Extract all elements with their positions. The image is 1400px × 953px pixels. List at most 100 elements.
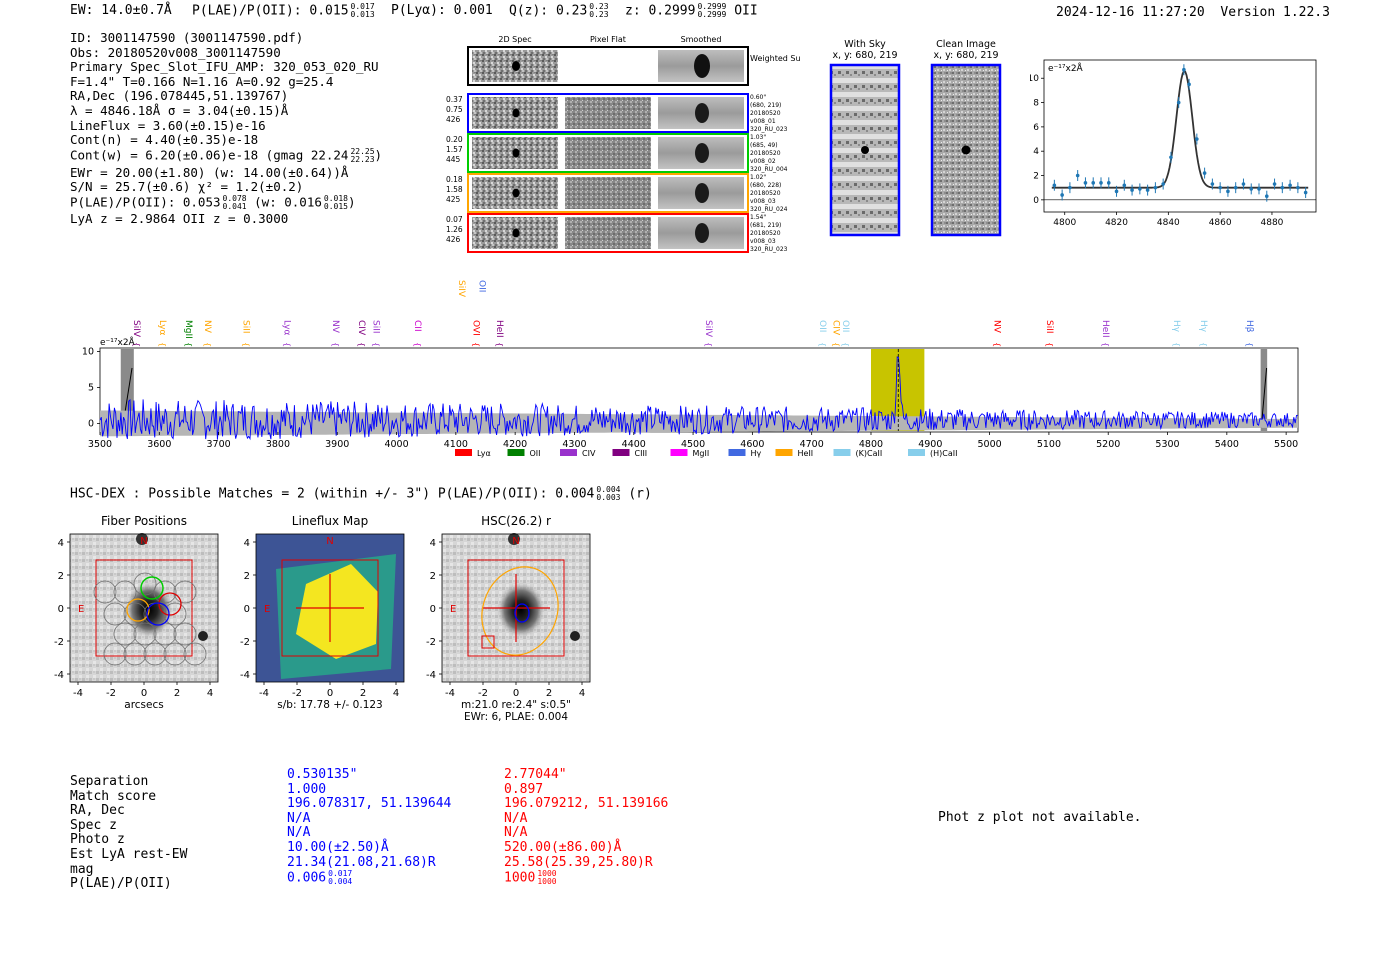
hsc-x-tick-label: 2	[360, 688, 366, 699]
spectral-line-label: Lyα	[157, 320, 167, 336]
spectrum-mask-right	[1260, 349, 1268, 431]
hsc-panel: HSC(26.2) r N E -4 -4 -2 -2 0 0 2 2 4 4 m:21.0 re:2.4…	[426, 514, 591, 723]
hsc-x-tick-label: -4	[259, 688, 269, 699]
spectrum-x-tick-label: 4400	[622, 439, 646, 450]
spectral-line-label: Hγ	[1171, 320, 1181, 333]
zoom-data-point	[1303, 190, 1308, 195]
header-qz-text: Q(z): 0.23	[509, 3, 588, 19]
spectrum-legend-label: OII	[530, 449, 541, 458]
hsc-x-tick-label: -4	[445, 688, 455, 699]
match-1-value-hi: 0.017	[328, 869, 353, 879]
hsc-east-label: E	[78, 604, 84, 615]
spectral-line-bracket: {	[1245, 342, 1254, 347]
hsc-x-tick-label: 2	[174, 688, 180, 699]
zoom-data-point	[1106, 181, 1111, 185]
hsc-north-label: N	[512, 536, 519, 547]
hsc-x-tick-label: 2	[546, 688, 552, 699]
info-plae: P(LAE)/P(OII): 0.053 0.078 0.041 (w: 0.016…	[70, 194, 382, 212]
hsc-y-tick-label: 4	[58, 538, 64, 549]
zoom-data-point	[1272, 182, 1277, 186]
info-plae-w-suffix: )	[347, 194, 356, 210]
info-obs: Obs: 20180520v008_3001147590	[70, 44, 281, 60]
hsc-search-box	[467, 559, 565, 657]
spectrum-legend-label: Lyα	[477, 449, 491, 458]
spectral-line-bracket: {	[992, 342, 1001, 347]
cutout-2d-source	[512, 148, 520, 158]
spectral-line-bracket: {	[1045, 342, 1054, 347]
spectral-line-label: Hβ	[1244, 320, 1254, 333]
fiber-circle-green	[140, 576, 164, 600]
spectrum-unit-label: e⁻¹⁷x2Å	[100, 336, 136, 348]
cutout-row-value: 426	[446, 115, 461, 124]
hsc-panel-caption-2: EWr: 6, PLAE: 0.004	[464, 711, 568, 723]
hsc-neighbor-star	[508, 533, 520, 545]
header-plae: P(LAE)/P(OII): 0.015 0.017 0.013	[192, 3, 375, 19]
spectral-line-label: OVI	[471, 320, 481, 336]
fiber-circle	[123, 602, 147, 626]
fiber-circle	[163, 602, 187, 626]
zoom-data-point	[1182, 67, 1186, 72]
zoom-data-point	[1145, 188, 1150, 192]
zoom-line-fit-chart: e⁻¹⁷x2Å 4800 4820 4840 4860 4880 0 2 4 6 8 10	[1030, 59, 1317, 228]
hsc-y-tick-label: 0	[430, 604, 436, 615]
spectral-line-label: NV	[202, 320, 212, 334]
hsc-x-tick-label: 0	[141, 688, 147, 699]
spectrum-legend-label: CIV	[582, 449, 596, 458]
match-2-value-hi: 1000	[537, 869, 557, 879]
cutout-row-note: 320_RU_024	[750, 206, 788, 213]
hsc-y-tick-label: 0	[244, 604, 250, 615]
spectrum-legend-swatch	[560, 449, 577, 456]
hsc-x-tick-label: -2	[292, 688, 302, 699]
match-2-value: N/A	[504, 825, 528, 841]
zoom-data-point	[1210, 182, 1215, 186]
match-table-label: P(LAE)/P(OII)	[70, 876, 172, 892]
zoom-data-point	[1099, 181, 1103, 185]
info-contw-lo: 22.23	[350, 154, 375, 164]
match-2-value: 25.58(25.39,25.80)R	[504, 854, 653, 870]
with-sky-stamp	[829, 63, 901, 237]
weighted-sum-label: Weighted Sum	[750, 54, 800, 63]
clean-image-stamp	[930, 63, 1002, 237]
spectrum-x-tick-label: 5400	[1215, 439, 1239, 450]
zoom-x-tick-label: 4840	[1157, 218, 1180, 228]
match-1-value-bounds: 0.017 0.004	[328, 870, 352, 886]
zoom-data-point	[1060, 193, 1064, 197]
header-version-text: Version 1.22.3	[1220, 5, 1330, 20]
cutout-row-value: 425	[446, 195, 461, 204]
cutout-2d-source	[512, 228, 520, 238]
match-1-value: N/A	[287, 810, 311, 826]
zoom-y-tick-label: 2	[1033, 172, 1039, 182]
info-plae-w-text: (w: 0.016	[254, 194, 322, 210]
spectral-line-bracket: {	[472, 342, 481, 347]
spectrum-legend-swatch	[775, 449, 793, 456]
spectral-line-label: SiIV	[131, 320, 141, 338]
hsc-x-tick-label: 4	[207, 688, 213, 699]
spectrum-x-tick-label: 4500	[681, 439, 705, 450]
hsc-x-tick-label: -4	[73, 688, 83, 699]
fiber-circle	[103, 602, 127, 626]
hsc-x-tick-label: 4	[393, 688, 399, 699]
spectrum-legend-swatch	[507, 449, 525, 456]
spectrum-legend-swatch	[612, 449, 630, 456]
spectral-line-bracket: {	[357, 342, 366, 347]
spectral-line-label: Lyα	[282, 320, 292, 336]
col-flat-label: Pixel Flat	[590, 35, 626, 44]
spectral-line-bracket: {	[132, 342, 141, 347]
info-lineflux: LineFlux = 3.60(±0.15)e-16	[70, 117, 266, 133]
header-plae-lo: 0.013	[350, 10, 375, 19]
header-z-line: OII	[734, 3, 758, 19]
header-qz-bounds: 0.23 0.23	[589, 3, 608, 19]
spectral-line-label: NV	[991, 320, 1001, 334]
info-contn: Cont(n) = 4.40(±0.35)e-18	[70, 132, 259, 148]
zoom-data-point	[1161, 182, 1165, 186]
hsc-heading: HSC-DEX : Possible Matches = 2 (within +…	[70, 486, 652, 502]
spectral-line-label: OII	[840, 320, 850, 332]
cutout-row-note: v008_01	[750, 118, 776, 125]
zoom-data-point	[1052, 183, 1057, 188]
spectral-line-bracket: {	[158, 342, 167, 347]
fiber-circle	[173, 622, 197, 646]
hsc-east-label: E	[450, 604, 456, 615]
cutout-smoothed-source	[695, 143, 709, 163]
